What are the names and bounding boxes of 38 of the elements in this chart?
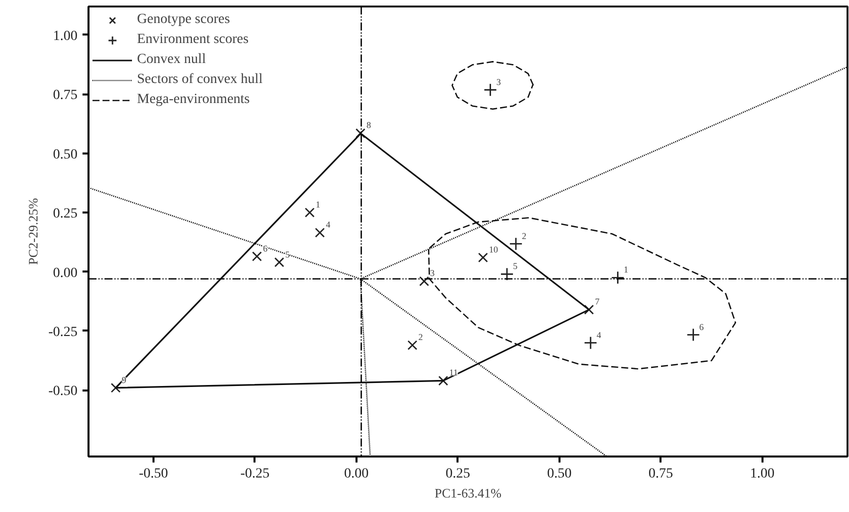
x-axis-title: PC1-63.41%	[434, 486, 502, 500]
annotation: 3	[496, 76, 502, 87]
x-tick-label: 1.00	[750, 466, 775, 482]
annotation: 3	[430, 268, 436, 278]
y-tick-label: 0.75	[53, 88, 78, 104]
y-tick-label: -0.50	[48, 384, 78, 400]
annotation: 8	[366, 120, 372, 130]
annotation: 2	[522, 230, 526, 241]
annotation: 1	[624, 264, 628, 275]
annotation: 4	[596, 330, 602, 340]
annotation: 1	[316, 200, 320, 210]
x-tick-label: -0.50	[138, 466, 168, 482]
x-tick-label: 0.50	[547, 466, 572, 482]
x-tick-label: 0.00	[344, 466, 369, 482]
annotation: 2	[418, 332, 423, 342]
x-tick-label: 0.25	[446, 466, 470, 482]
y-tick-label: -0.25	[48, 324, 78, 340]
annotation: 6	[699, 322, 704, 332]
x-tick-label: 0.75	[648, 466, 674, 482]
annotation: 11	[449, 368, 458, 378]
annotation: 9	[122, 374, 127, 385]
y-tick-label: 0.25	[53, 206, 78, 222]
annotation: 7	[594, 296, 600, 307]
legend-label: Genotype scores	[137, 12, 230, 28]
y-tick-label: 0.00	[53, 266, 78, 281]
annotation: 5	[512, 261, 518, 272]
legend-label: Convex null	[137, 52, 206, 68]
annotation: 10	[489, 244, 499, 255]
y-axis-title: PC2-29.25%	[25, 198, 40, 265]
annotation: 6	[262, 243, 268, 254]
x-tick-label: -0.25	[240, 466, 270, 482]
annotation: 4	[326, 220, 331, 230]
legend-label: Sectors of convex hull	[137, 72, 263, 88]
legend-label: Mega-environments	[137, 92, 250, 108]
y-tick-label: 0.50	[53, 147, 78, 162]
legend-label: Environment scores	[137, 32, 249, 48]
annotation: 5	[285, 249, 290, 260]
y-tick-label: 1.00	[53, 28, 78, 44]
